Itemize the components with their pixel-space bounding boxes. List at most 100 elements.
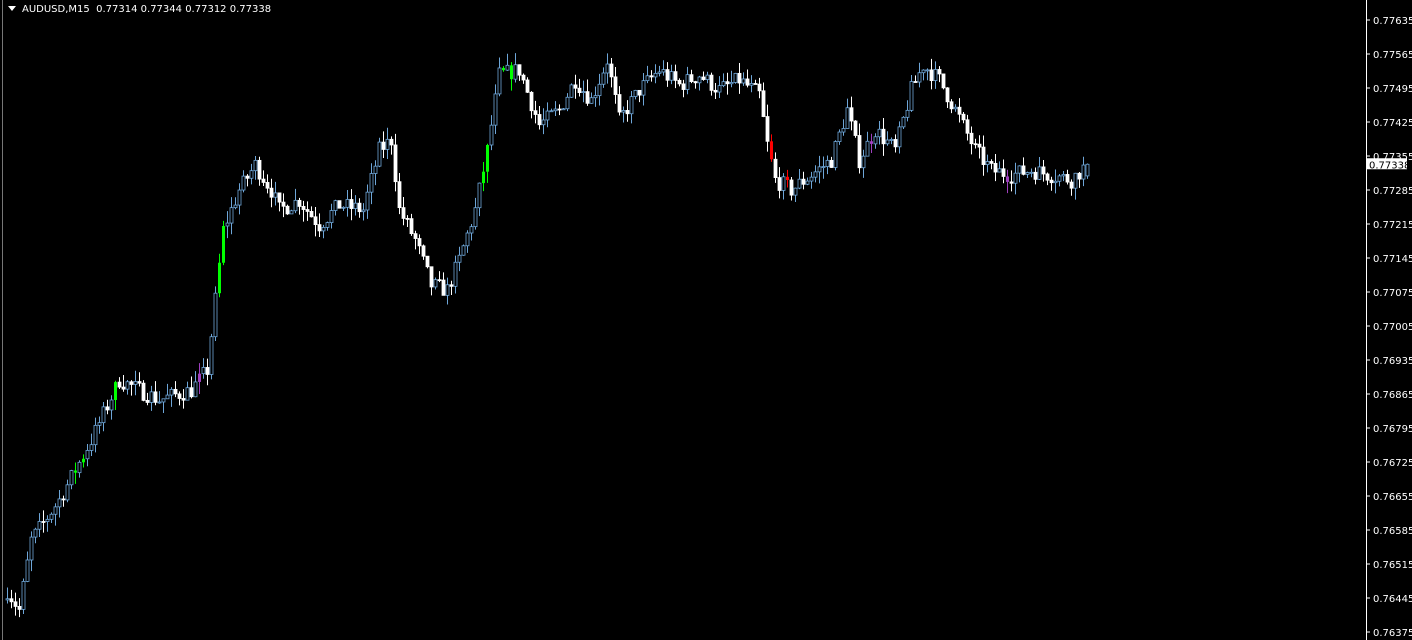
candle bbox=[749, 75, 754, 93]
candle bbox=[673, 64, 678, 89]
candle bbox=[770, 134, 773, 162]
current-price-marker: 0.77338 bbox=[1367, 158, 1410, 171]
candle bbox=[193, 371, 198, 398]
candle bbox=[709, 72, 714, 96]
candle bbox=[529, 91, 534, 119]
candle bbox=[909, 74, 914, 112]
candle bbox=[693, 80, 698, 89]
dropdown-triangle-icon[interactable] bbox=[8, 6, 16, 11]
candle bbox=[189, 376, 194, 399]
candle bbox=[249, 163, 254, 185]
candle bbox=[133, 370, 138, 396]
candle bbox=[1025, 171, 1030, 179]
candle bbox=[37, 513, 42, 538]
candle bbox=[1085, 163, 1090, 179]
candle bbox=[141, 380, 146, 402]
candle bbox=[981, 135, 986, 176]
candle bbox=[465, 230, 470, 253]
candle bbox=[957, 98, 962, 123]
candle bbox=[881, 117, 886, 156]
candle bbox=[745, 69, 750, 88]
candle bbox=[601, 67, 606, 88]
candle bbox=[229, 197, 234, 235]
candle bbox=[605, 53, 610, 84]
candle bbox=[233, 197, 238, 210]
candle bbox=[797, 168, 802, 190]
candle bbox=[633, 89, 638, 100]
candle bbox=[737, 62, 742, 94]
candle bbox=[969, 126, 974, 155]
candle bbox=[510, 62, 513, 91]
candle bbox=[825, 155, 830, 175]
candle bbox=[137, 372, 142, 387]
candle bbox=[641, 73, 646, 106]
candle bbox=[597, 73, 602, 106]
candle bbox=[1081, 156, 1086, 187]
candle bbox=[809, 171, 814, 189]
candle bbox=[385, 127, 390, 160]
candle bbox=[49, 512, 54, 523]
candle bbox=[733, 72, 738, 84]
candle bbox=[521, 73, 526, 84]
y-tick-label: 0.76725 bbox=[1373, 458, 1412, 469]
candle bbox=[198, 363, 201, 394]
candle bbox=[661, 60, 666, 76]
candle bbox=[833, 140, 838, 171]
candle bbox=[77, 460, 82, 478]
candle bbox=[33, 527, 38, 544]
candle bbox=[97, 416, 102, 434]
candle bbox=[222, 220, 225, 266]
candle bbox=[305, 201, 310, 221]
candle bbox=[845, 98, 850, 129]
candle bbox=[1073, 172, 1078, 200]
candle bbox=[885, 131, 890, 146]
candle bbox=[849, 96, 854, 131]
candle bbox=[301, 200, 306, 222]
candle bbox=[657, 65, 662, 77]
candle bbox=[381, 131, 386, 159]
candle bbox=[581, 80, 586, 103]
y-tick-label: 0.77425 bbox=[1373, 118, 1412, 129]
candle bbox=[457, 246, 462, 272]
candle bbox=[425, 255, 430, 269]
candle bbox=[781, 173, 786, 200]
candle bbox=[373, 160, 378, 186]
candle bbox=[941, 73, 946, 90]
candle bbox=[873, 133, 878, 149]
candle bbox=[325, 221, 330, 231]
candle bbox=[1029, 168, 1034, 178]
candle bbox=[1037, 156, 1042, 180]
y-tick-label: 0.77215 bbox=[1373, 220, 1412, 231]
candle bbox=[865, 131, 870, 157]
candle bbox=[101, 402, 106, 432]
candle bbox=[1069, 179, 1074, 196]
candle bbox=[209, 333, 214, 380]
candle bbox=[589, 92, 594, 104]
candle bbox=[313, 207, 318, 237]
candle bbox=[573, 74, 578, 99]
candle bbox=[701, 71, 706, 81]
candle bbox=[553, 101, 558, 116]
candle bbox=[925, 68, 930, 81]
candle bbox=[317, 213, 322, 238]
candle bbox=[897, 121, 902, 154]
candle bbox=[1045, 172, 1050, 186]
candle bbox=[185, 381, 190, 401]
candle bbox=[365, 184, 370, 219]
candle bbox=[697, 75, 702, 91]
candle bbox=[25, 551, 30, 583]
candle bbox=[949, 99, 954, 114]
candle bbox=[761, 82, 766, 118]
ohlc-values: 0.77314 0.77344 0.77312 0.77338 bbox=[96, 4, 272, 15]
candle bbox=[677, 78, 682, 87]
candle bbox=[1041, 159, 1046, 182]
y-tick-label: 0.77285 bbox=[1373, 186, 1412, 197]
candle bbox=[482, 162, 485, 192]
candle bbox=[265, 174, 270, 194]
candle bbox=[114, 380, 117, 410]
candle bbox=[557, 104, 562, 116]
candle bbox=[309, 206, 314, 218]
candle bbox=[729, 70, 734, 88]
candle bbox=[89, 433, 94, 457]
